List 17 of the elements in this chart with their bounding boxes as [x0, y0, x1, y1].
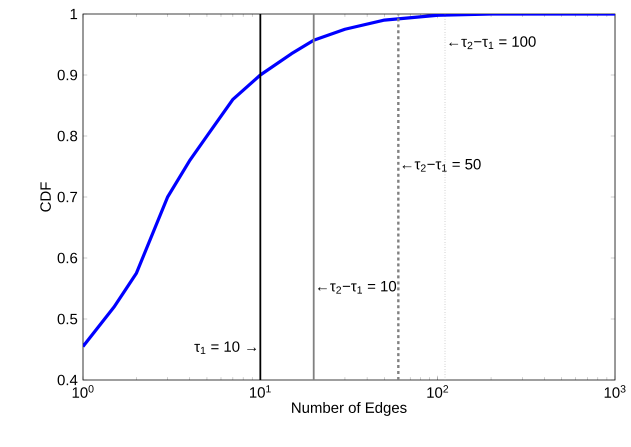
y-axis-title: CDF: [40, 182, 51, 212]
y-tick-label: 0.7: [58, 192, 78, 202]
x-tick-label: 10$^{0}$: [72, 385, 94, 398]
y-tick-label: 0.6: [58, 252, 78, 264]
x-tick-label: 10$^{3}$: [604, 385, 626, 398]
annotation: ←τ$_{2}$−τ$_{1}$ = 100: [449, 36, 536, 50]
x-tick-label: 10$^{2}$: [427, 385, 448, 398]
x-axis-title: Number of Edges: [292, 402, 407, 416]
y-tick-label: 1: [70, 8, 78, 20]
annotation: ←τ$_{2}$−τ$_{1}$ = 10: [318, 280, 396, 294]
annotation: ←τ$_{2}$−τ$_{1}$ = 50: [402, 158, 481, 172]
y-tick-label: 0.4: [58, 374, 78, 386]
x-tick-label: 10$^{1}$: [250, 385, 271, 398]
y-tick-label: 0.8: [58, 130, 78, 142]
y-tick-label: 0.5: [58, 314, 78, 324]
y-tick-label: 0.9: [58, 70, 78, 80]
annotation: τ$_{1}$ = 10 →: [194, 341, 256, 354]
